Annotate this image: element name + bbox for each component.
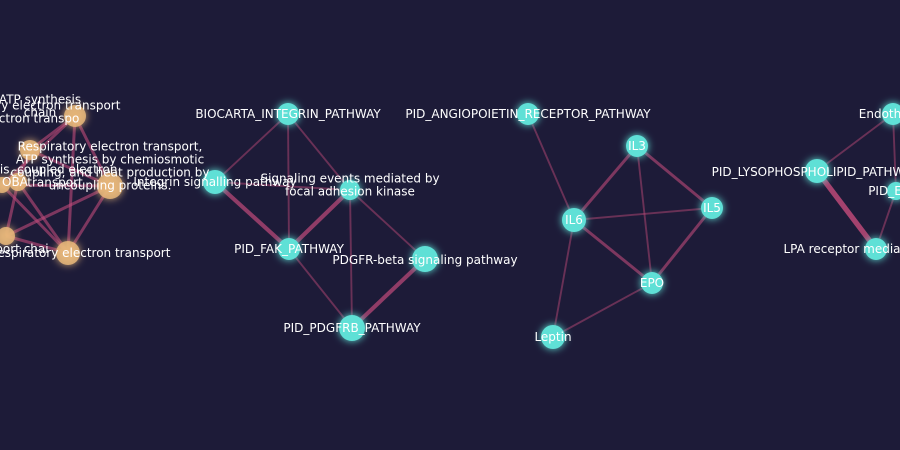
- edge-coupled-resp_et: [16, 181, 70, 254]
- node-coupled[interactable]: [9, 173, 27, 191]
- edge-biocarta-fak: [287, 113, 290, 250]
- node-label-angio: PID_ANGIOPOIETIN_RECEPTOR_PATHWAY: [405, 107, 651, 121]
- edge-pid_e-endoth: [892, 113, 897, 192]
- node-il3[interactable]: [626, 135, 648, 157]
- node-fak[interactable]: [278, 238, 300, 260]
- edge-integrin-fak: [213, 180, 291, 251]
- node-lyso[interactable]: [805, 159, 829, 183]
- edge-coupled-etc: [4, 181, 20, 237]
- edge-il3-epo: [636, 145, 653, 284]
- edge-lyso-lpa: [814, 169, 879, 251]
- edge-epo-leptin: [552, 282, 653, 338]
- edge-il6-il5: [573, 207, 713, 221]
- edge-lyso-endoth: [816, 113, 894, 172]
- node-label-pdgfr: PDGFR-beta signaling pathway: [332, 253, 517, 267]
- edge-il3-il6: [572, 145, 639, 221]
- node-label-atp: ATP synthesis chain: [0, 93, 81, 120]
- graph-nodes: [0, 103, 900, 349]
- node-lpa[interactable]: [865, 238, 887, 260]
- node-epo[interactable]: [641, 272, 663, 294]
- edge-il3-il5: [636, 144, 713, 210]
- edge-fak-focal: [287, 188, 352, 251]
- node-label-lyso: PID_LYSOPHOSPHOLIPID_PATHW: [712, 165, 900, 179]
- edge-integrin-focal: [214, 181, 351, 191]
- edge-angio-il6: [527, 113, 575, 221]
- node-pdgfrb[interactable]: [339, 315, 365, 341]
- node-label-endoth: Endoth: [859, 107, 900, 121]
- node-endoth[interactable]: [882, 103, 900, 125]
- edge-biocarta-integrin: [214, 113, 289, 183]
- edge-resp_coupled-resp_et: [66, 185, 112, 254]
- node-il5[interactable]: [701, 197, 723, 219]
- edge-focal-pdgfr: [349, 189, 426, 260]
- node-label-pdgfrb: PID_PDGFRB_PATHWAY: [283, 321, 421, 335]
- node-label-lpa: LPA receptor media: [784, 242, 900, 256]
- graph-labels: ATP synthesischainRespiratory electron t…: [0, 93, 900, 345]
- node-resp_et[interactable]: [56, 241, 80, 265]
- edge-fak-pdgfrb: [288, 248, 353, 329]
- node-label-biocarta: BIOCARTA_INTEGRIN_PATHWAY: [195, 107, 381, 121]
- node-label-il6: IL6: [565, 213, 583, 227]
- edge-pdgfr-pdgfrb: [350, 257, 427, 330]
- node-label-oxphos: Respiratory electron transportelectron t…: [0, 99, 121, 126]
- node-angio[interactable]: [517, 103, 539, 125]
- node-pdgfr[interactable]: [412, 246, 438, 272]
- edge-il5-epo: [650, 207, 714, 284]
- node-resp_coupled[interactable]: [97, 173, 123, 199]
- node-label-coupled: ois, coupled electron transport: [0, 163, 117, 190]
- edge-biocarta-focal: [287, 113, 351, 191]
- edge-il6-epo: [573, 218, 653, 285]
- node-label-resp_et: Respiratory electron transport: [0, 246, 171, 260]
- node-label-fak: PID_FAK_PATHWAY: [234, 242, 344, 256]
- node-il6[interactable]: [562, 208, 586, 232]
- edge-atp-resp_coupled: [73, 115, 112, 187]
- node-label-il5: IL5: [703, 201, 721, 215]
- edge-focal-pdgfrb: [349, 189, 353, 329]
- node-focal[interactable]: [340, 180, 360, 200]
- node-edge_left[interactable]: [0, 177, 10, 193]
- node-label-integrin: Integrin signalling pathway: [133, 175, 296, 189]
- node-label-il3: IL3: [628, 139, 646, 153]
- node-label-epo: EPO: [640, 276, 664, 290]
- graph-edges: [0, 113, 897, 338]
- node-label-resp_coupled: Respiratory electron transport, ATP synth…: [11, 140, 210, 193]
- node-integrin[interactable]: [203, 170, 227, 194]
- edge-oxphos-resp_coupled: [29, 148, 111, 188]
- node-etc[interactable]: [0, 227, 15, 245]
- edge-il6-leptin: [552, 219, 575, 338]
- node-label-leptin: Leptin: [534, 330, 571, 344]
- node-label-edge_left: OBA: [2, 175, 29, 189]
- node-atp[interactable]: [64, 105, 86, 127]
- edge-edge_left-resp_et: [0, 183, 70, 255]
- edge-resp_coupled-etc: [5, 184, 111, 238]
- node-oxphos[interactable]: [20, 140, 40, 160]
- node-biocarta[interactable]: [277, 103, 299, 125]
- node-label-pid_e: PID_E: [868, 184, 900, 198]
- node-pid_e[interactable]: [887, 182, 900, 200]
- node-label-etc: nsport chai: [0, 242, 49, 256]
- node-label-focal: Signaling events mediated by focal adhesi…: [260, 172, 439, 199]
- node-leptin[interactable]: [541, 325, 565, 349]
